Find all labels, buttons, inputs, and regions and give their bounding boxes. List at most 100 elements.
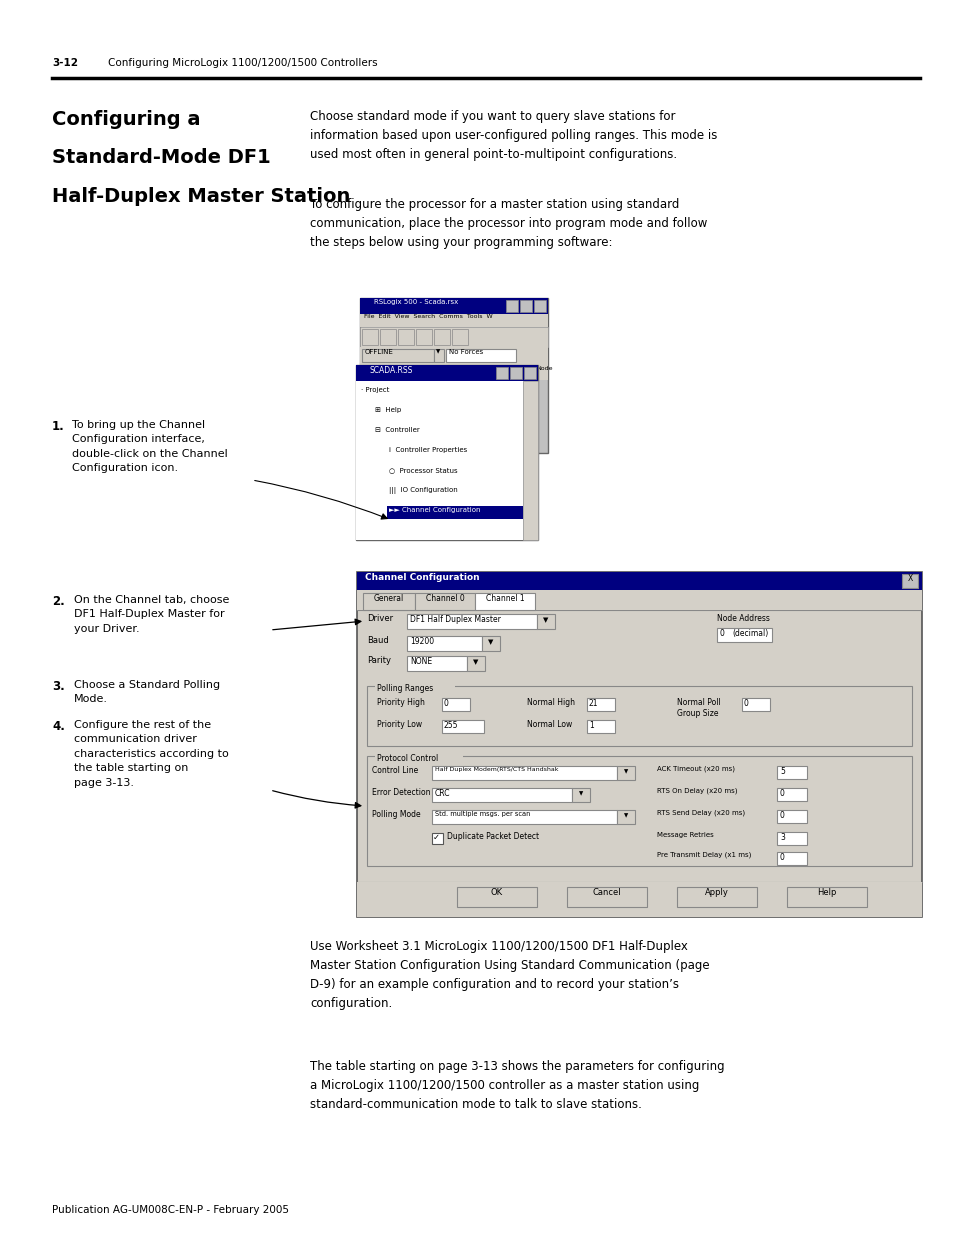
Text: RTS On Delay (x20 ms): RTS On Delay (x20 ms) [657, 788, 737, 794]
Bar [586, 720, 615, 734]
Bar [519, 300, 532, 312]
Text: (decimal): (decimal) [731, 629, 767, 638]
Text: CRC: CRC [435, 789, 450, 798]
Bar [416, 329, 432, 345]
Text: |||  IO Configuration: ||| IO Configuration [389, 487, 457, 494]
Text: NONE: NONE [410, 657, 432, 666]
Bar [786, 887, 866, 906]
Bar [359, 314, 547, 327]
Bar [397, 329, 414, 345]
Text: Std. multiple msgs. per scan: Std. multiple msgs. per scan [435, 811, 530, 818]
Bar [467, 656, 484, 671]
Bar [481, 636, 499, 651]
Text: ▼: ▼ [623, 813, 627, 818]
Text: Parity: Parity [367, 656, 391, 664]
Bar [363, 593, 415, 610]
Bar [432, 766, 617, 781]
Text: Channel 0: Channel 0 [425, 594, 464, 603]
Text: SCADA.RSS: SCADA.RSS [370, 366, 413, 375]
Bar [356, 572, 921, 590]
Text: DF1 Half Duplex Master: DF1 Half Duplex Master [410, 615, 500, 624]
Text: Error Detection: Error Detection [372, 788, 430, 797]
Text: To configure the processor for a master station using standard
communication, pl: To configure the processor for a master … [310, 198, 706, 249]
Text: Node: Node [519, 382, 536, 387]
Bar [776, 788, 806, 802]
Text: Apply: Apply [704, 888, 728, 897]
Text: ▼: ▼ [623, 769, 627, 774]
Text: Choose a Standard Polling
Mode.: Choose a Standard Polling Mode. [74, 680, 220, 704]
Text: Node: Node [536, 366, 552, 370]
Text: 5: 5 [780, 767, 784, 776]
Text: 1: 1 [588, 721, 593, 730]
Text: Polling Ranges: Polling Ranges [376, 684, 433, 693]
Text: Forces Disabled: Forces Disabled [449, 366, 503, 372]
Text: Driver: AB_DF1-1: Driver: AB_DF1-1 [364, 382, 417, 387]
Bar [361, 329, 377, 345]
Bar [355, 382, 522, 540]
Text: 19200: 19200 [410, 637, 434, 646]
Bar [572, 788, 589, 802]
Text: 4.: 4. [52, 720, 65, 734]
Text: X: X [906, 574, 912, 583]
Bar [355, 366, 537, 382]
Bar [776, 852, 806, 864]
Text: ▼: ▼ [436, 350, 439, 354]
Bar [522, 382, 537, 540]
Bar [776, 832, 806, 845]
Bar [441, 720, 483, 734]
Text: 0: 0 [780, 789, 784, 798]
Text: 0: 0 [720, 629, 724, 638]
Text: RSLogix 500 - Scada.rsx: RSLogix 500 - Scada.rsx [374, 299, 457, 305]
Text: i  Controller Properties: i Controller Properties [389, 447, 467, 453]
Bar [456, 887, 537, 906]
Bar [776, 810, 806, 823]
Text: 2.: 2. [52, 595, 65, 608]
Text: Protocol Control: Protocol Control [376, 755, 437, 763]
Text: ⋅ Project: ⋅ Project [360, 387, 389, 393]
Bar [475, 593, 535, 610]
Text: Choose standard mode if you want to query slave stations for
information based u: Choose standard mode if you want to quer… [310, 110, 717, 161]
Bar [359, 298, 547, 453]
Text: 0: 0 [443, 699, 449, 708]
Bar [510, 367, 521, 379]
Text: Baud: Baud [367, 636, 388, 645]
Bar [717, 629, 771, 642]
Bar [586, 698, 615, 711]
Bar [741, 698, 769, 711]
Bar [617, 810, 635, 824]
Text: ▼: ▼ [436, 366, 439, 370]
Text: Publication AG-UM008C-EN-P - February 2005: Publication AG-UM008C-EN-P - February 20… [52, 1205, 289, 1215]
Text: ○  Processor Status: ○ Processor Status [389, 467, 457, 473]
Bar [496, 367, 507, 379]
Text: To bring up the Channel
Configuration interface,
double-click on the Channel
Con: To bring up the Channel Configuration in… [71, 420, 228, 473]
Bar [375, 750, 462, 762]
Text: Channel Configuration: Channel Configuration [365, 573, 479, 582]
Bar [407, 636, 481, 651]
Text: Channel 1: Channel 1 [485, 594, 524, 603]
Bar [432, 810, 617, 824]
Bar [367, 685, 911, 746]
Text: 1.: 1. [52, 420, 65, 433]
Text: Driver: Driver [367, 614, 393, 622]
Bar [446, 350, 516, 362]
Text: RTS Send Delay (x20 ms): RTS Send Delay (x20 ms) [657, 810, 744, 816]
Bar [367, 756, 911, 866]
Text: Cancel: Cancel [592, 888, 620, 897]
Text: ▼: ▼ [488, 638, 493, 645]
Bar [434, 329, 450, 345]
Text: ▼: ▼ [578, 790, 582, 797]
Bar [359, 298, 547, 314]
Bar [387, 506, 522, 519]
Bar [901, 574, 917, 588]
Bar [415, 593, 475, 610]
Bar [356, 590, 921, 610]
Text: Configure the rest of the
communication driver
characteristics according to
the : Configure the rest of the communication … [74, 720, 229, 788]
Text: Normal High: Normal High [526, 698, 575, 706]
Bar [534, 300, 545, 312]
Bar [359, 327, 547, 347]
Bar [361, 350, 434, 362]
Text: 0: 0 [780, 811, 784, 820]
Text: 255: 255 [443, 721, 458, 730]
Bar [505, 300, 517, 312]
Bar [434, 366, 443, 378]
